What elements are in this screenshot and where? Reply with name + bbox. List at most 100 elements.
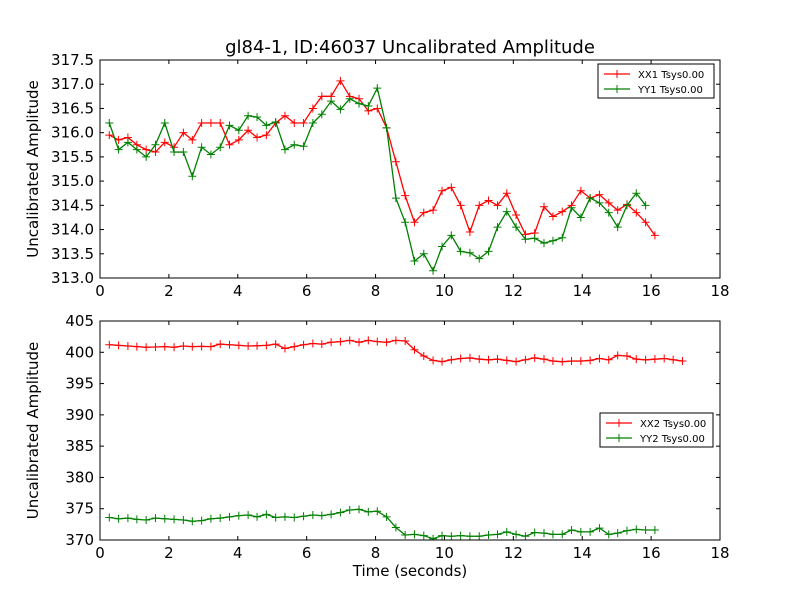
data-point-marker [355,505,364,514]
data-point-marker [234,135,243,144]
data-point-marker [512,211,521,220]
data-point-marker [586,194,595,203]
data-point-marker [576,357,585,366]
data-point-marker [678,357,687,366]
data-point-marker [604,530,613,539]
legend: XX2 Tsys0.00 YY2 Tsys0.00 [599,412,714,448]
data-point-marker [410,530,419,539]
y-axis-label: Uncalibrated Amplitude [24,342,42,519]
data-point-marker [308,104,317,113]
data-point-marker [558,207,567,216]
data-point-marker [391,157,400,166]
series-line [108,79,656,236]
data-point-marker [197,516,206,525]
data-point-marker [650,525,659,534]
data-point-marker [225,512,234,521]
data-point-marker [188,517,197,526]
data-point-marker [410,218,419,227]
x-tick-label: 16 [642,544,661,562]
data-point-marker [512,357,521,366]
series-2-group [105,84,650,275]
x-tick-label: 8 [371,544,381,562]
data-point-marker [151,342,160,351]
data-point-marker [345,336,354,345]
data-point-marker [179,342,188,351]
data-point-marker [382,123,391,132]
data-point-marker [262,341,271,350]
data-point-marker [160,514,169,523]
data-point-marker [105,118,114,127]
data-point-marker [271,513,280,522]
legend-entry-label: XX1 Tsys0.00 [638,70,704,81]
top-panel: 0 2 4 6 8 10 12 14 16 18 313.0 313.5 314.0 314.5 315.0… [24,51,730,300]
x-tick-label: 8 [371,282,381,300]
data-point-marker [160,342,169,351]
data-point-marker [465,248,474,257]
data-point-marker [438,242,447,251]
data-point-marker [308,339,317,348]
axes-frame [99,320,721,541]
data-point-marker [206,118,215,127]
data-point-marker [548,212,557,221]
data-point-marker [179,128,188,137]
x-tick-label: 12 [504,282,523,300]
data-point-marker [280,111,289,120]
data-point-marker [132,515,141,524]
series-1-group [105,336,687,366]
data-point-marker [493,355,502,364]
data-point-marker [539,355,548,364]
data-point-marker [558,530,567,539]
data-point-marker [234,511,243,520]
data-point-marker [447,355,456,364]
data-point-marker [493,530,502,539]
data-point-marker [548,236,557,245]
data-point-marker [410,257,419,266]
data-point-marker [317,340,326,349]
data-point-marker [317,110,326,119]
y-tick-label: 313.5 [51,245,94,263]
data-point-marker [299,512,308,521]
data-point-marker [382,338,391,347]
data-point-marker [512,530,521,539]
data-point-marker [151,140,160,149]
data-point-marker [244,111,253,120]
x-tick-label: 14 [573,544,592,562]
data-point-marker [530,353,539,362]
data-point-marker [170,515,179,524]
y-tick-label: 390 [65,406,94,424]
data-point-marker [317,92,326,101]
data-point-marker [429,356,438,365]
data-point-marker [216,514,225,523]
data-point-marker [336,76,345,85]
y-tick-label: 316.0 [51,124,94,142]
data-point-marker [345,94,354,103]
data-point-marker [502,356,511,365]
data-point-marker [234,341,243,350]
data-point-marker [576,213,585,222]
y-tick-label: 314.0 [51,221,94,239]
data-point-marker [280,512,289,521]
data-point-marker [401,530,410,539]
legend-swatch-marker [613,70,621,78]
data-point-marker [595,198,604,207]
data-point-marker [382,512,391,521]
data-point-marker [197,143,206,152]
data-point-marker [465,227,474,236]
data-point-marker [206,514,215,523]
data-point-marker [419,352,428,361]
data-point-marker [271,118,280,127]
y-tick-label: 317.5 [51,51,94,69]
data-point-marker [197,118,206,127]
data-point-marker [114,514,123,523]
x-tick-label: 14 [573,282,592,300]
data-point-marker [530,234,539,243]
data-point-marker [632,208,641,217]
bottom-panel: 0 2 4 6 8 10 12 14 16 18 370 375 380 385 390 395 400 405 U… [24,312,730,580]
data-point-marker [142,152,151,161]
data-point-marker [465,532,474,540]
data-point-marker [641,525,650,534]
data-point-marker [216,143,225,152]
legend-swatch-marker [615,434,623,442]
data-point-marker [419,249,428,258]
data-point-marker [364,336,373,345]
